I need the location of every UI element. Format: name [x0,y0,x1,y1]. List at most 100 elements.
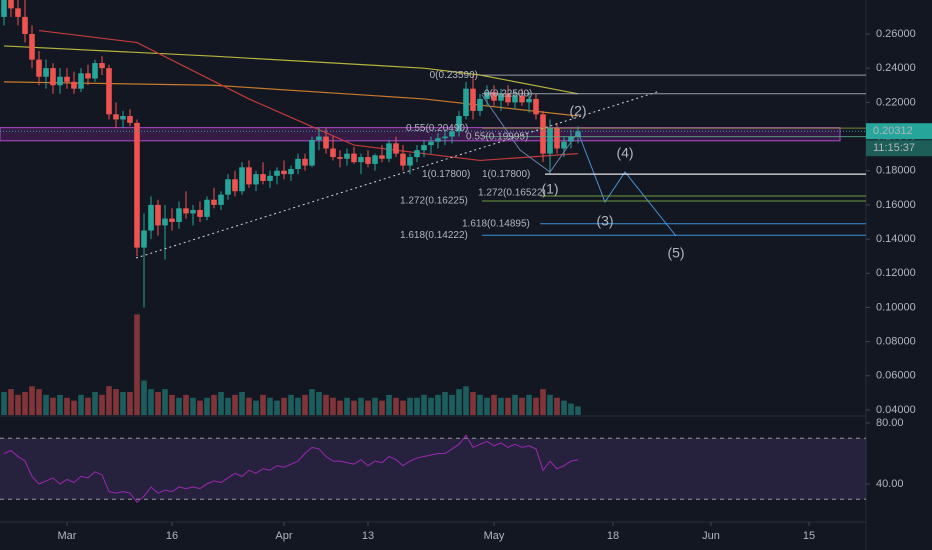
fib-label: 1(0.17800) [482,169,530,180]
candle-body [176,208,182,222]
volume-bar [428,397,434,415]
candle-body [365,157,371,164]
candle-body [526,98,532,103]
volume-bar [246,397,252,415]
candle-body [477,98,483,111]
volume-bar [183,394,189,415]
candle-body [316,136,322,140]
volume-bar [43,394,49,415]
candle-body [239,167,245,192]
candle-body [407,157,413,166]
fib-label: 1(0.17800) [422,169,470,180]
volume-bar [267,397,273,415]
volume-bar [281,397,287,415]
candle-body [36,59,42,77]
volume-bar [337,400,343,415]
volume-bar [148,389,154,415]
candle-body [386,143,392,159]
volume-bar [316,392,322,415]
x-tick-label: 13 [362,530,374,542]
rsi-line [3,434,579,504]
wave-label: (5) [667,245,684,261]
candle-body [253,174,259,185]
candle-body [169,218,175,222]
candle-body [190,210,196,214]
candle-body [197,210,203,217]
volume-bar [106,386,112,415]
volume-bar [505,397,511,415]
volume-bar [435,394,441,415]
candle-body [512,95,518,103]
candle-body [575,131,581,137]
candle-body [57,76,63,86]
volume-bar [99,394,105,415]
volume-bar [484,397,490,415]
rsi-band [0,438,866,500]
candle-body [78,73,84,89]
candle-body [155,204,161,226]
volume-bar [162,389,168,415]
volume-bar [36,389,42,415]
candle-body [204,199,210,217]
candle-body [393,143,399,154]
candle-body [64,76,70,82]
volume-bar [351,400,357,415]
candle-body [225,179,231,195]
volume-bar [78,394,84,415]
candle-body [309,139,315,166]
x-tick-label: Jun [702,530,720,542]
y-tick-label: 0.06000 [876,370,916,382]
volume-bar [15,394,21,415]
volume-bar [533,397,539,415]
volume-bar [92,392,98,415]
x-tick-label: Apr [275,530,292,542]
volume-bar [442,392,448,415]
volume-bar [456,389,462,415]
x-tick-label: May [484,530,505,542]
candle-body [134,122,140,248]
candle-body [162,218,168,226]
candle-body [50,68,56,86]
x-tick-label: 18 [607,530,619,542]
candle-body [99,63,105,69]
volume-bar [309,389,315,415]
candle-body [547,127,553,154]
volume-bar [512,394,518,415]
candle-body [92,63,98,79]
volume-bar [393,397,399,415]
volume-bar [113,389,119,415]
candle-body [127,116,133,123]
candle-body [43,68,49,77]
trendline [135,90,661,259]
volume-bar [204,397,210,415]
volume-bar [120,392,126,415]
candle-body [183,208,189,214]
volume-bar [8,389,14,415]
volume-bar [141,380,147,415]
volume-bar [71,400,77,415]
y-tick-label: 0.08000 [876,336,916,348]
wave-path [481,94,579,173]
x-tick-label: 16 [166,530,178,542]
y-tick-label: 0.10000 [876,301,916,313]
candle-body [218,194,224,205]
y-tick-label: 0.16000 [876,199,916,211]
candle-body [470,88,476,111]
y-tick-label: 0.22000 [876,96,916,108]
candle-body [281,170,287,175]
volume-bar [519,397,525,415]
moving-average [3,45,579,95]
volume-bar [211,394,217,415]
candle-body [323,136,329,149]
volume-bar [540,389,546,415]
candle-body [302,158,308,166]
candle-body [22,16,28,34]
volume-bar [491,394,497,415]
volume-bar [127,392,133,415]
volume-bar [365,400,371,415]
fib-label: 1.272(0.16522) [478,188,546,199]
candle-body [120,116,126,120]
candle-body [15,8,21,17]
candle-body [442,136,448,139]
